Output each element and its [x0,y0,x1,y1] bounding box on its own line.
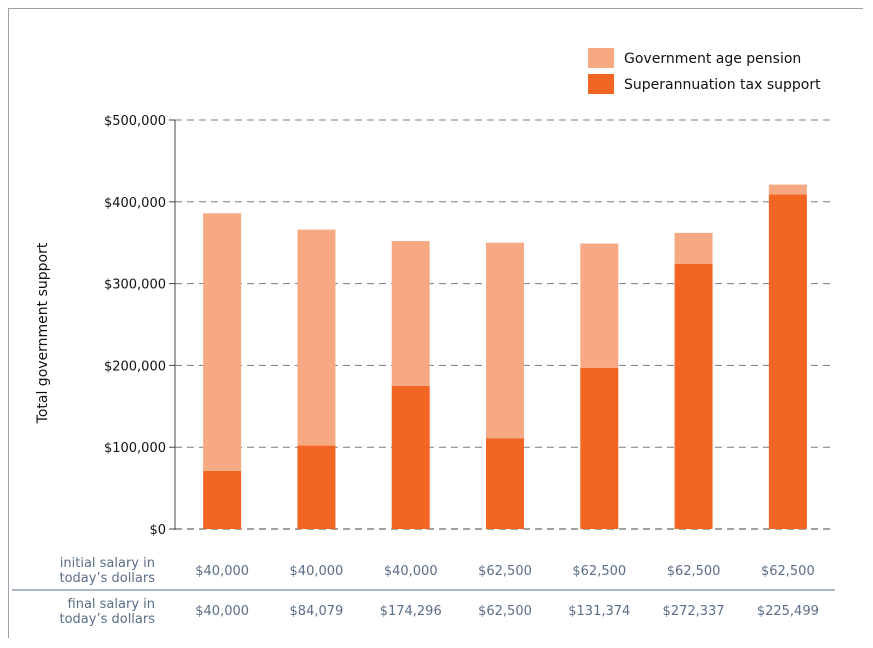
bar-superannuation-tax-support [580,368,618,529]
initial-salary-label-line2: today’s dollars [59,571,155,586]
bars [203,185,807,529]
final-salary-value: $40,000 [195,604,249,619]
bar-superannuation-tax-support [297,446,335,529]
bar-superannuation-tax-support [392,386,430,529]
final-salary-value: $62,500 [478,604,532,619]
legend-swatch-age-pension [588,48,614,68]
y-tick-label: $0 [149,523,166,538]
bar-government-age-pension [486,243,524,439]
y-tick-label: $200,000 [104,359,166,374]
initial-salary-value: $40,000 [384,564,438,579]
initial-salary-value: $62,500 [667,564,721,579]
initial-salary-value: $40,000 [195,564,249,579]
initial-salary-value: $62,500 [572,564,626,579]
legend: Government age pension Superannuation ta… [588,48,821,94]
bar-government-age-pension [297,230,335,446]
legend-swatch-super-tax [588,74,614,94]
y-axis: $0 $100,000 $200,000 $300,000 $400,000 $500,0… [104,114,175,538]
bar-government-age-pension [392,241,430,386]
bar-government-age-pension [675,233,713,264]
y-tick-label: $500,000 [104,114,166,129]
legend-label-super-tax: Superannuation tax support [624,77,821,93]
bar-superannuation-tax-support [675,264,713,529]
final-salary-value: $174,296 [380,604,442,619]
initial-salary-value: $62,500 [761,564,815,579]
bar-superannuation-tax-support [203,471,241,529]
final-salary-label-line2: today’s dollars [59,612,155,627]
y-axis-label: Total government support [35,242,51,424]
y-tick-label: $400,000 [104,196,166,211]
salary-table: initial salary in today’s dollars final … [12,556,835,627]
initial-salary-value: $40,000 [290,564,344,579]
final-salary-value: $225,499 [757,604,819,619]
final-salary-value: $84,079 [290,604,344,619]
final-salary-label-line1: final salary in [68,597,155,612]
bar-government-age-pension [769,185,807,195]
final-salary-value: $272,337 [663,604,725,619]
initial-salary-value: $62,500 [478,564,532,579]
bar-government-age-pension [203,213,241,471]
bar-government-age-pension [580,244,618,368]
initial-salary-label-line1: initial salary in [60,556,155,571]
bar-superannuation-tax-support [486,438,524,529]
legend-label-age-pension: Government age pension [624,51,801,67]
bar-superannuation-tax-support [769,194,807,529]
final-salary-value: $131,374 [568,604,630,619]
y-tick-label: $300,000 [104,278,166,293]
salary-values: $40,000 $40,000 $40,000 $62,500 $62,500 $62,5… [195,564,819,619]
y-tick-label: $100,000 [104,441,166,456]
